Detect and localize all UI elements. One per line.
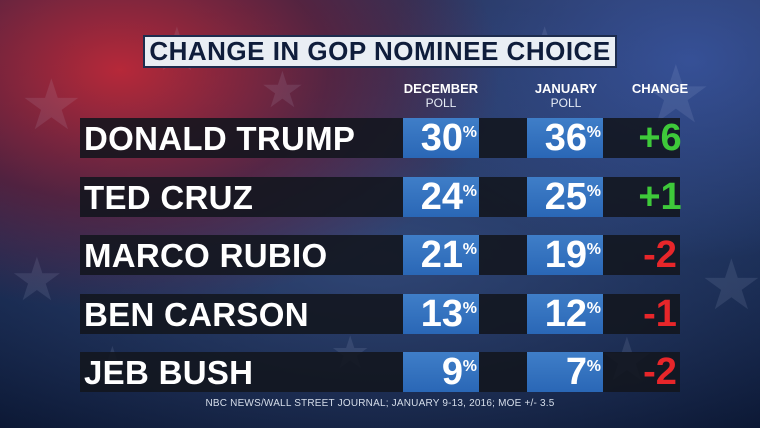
december-poll-value: 30% bbox=[403, 118, 479, 158]
december-poll-number: 21 bbox=[420, 234, 463, 276]
december-poll-number: 24 bbox=[420, 176, 463, 218]
candidate-name: JEB BUSH bbox=[84, 354, 254, 391]
december-poll-value: 24% bbox=[403, 177, 479, 217]
column-header-change: CHANGE bbox=[620, 82, 700, 96]
percent-sign: % bbox=[462, 241, 477, 258]
january-poll-value: 19% bbox=[527, 235, 603, 275]
december-poll-value: 21% bbox=[403, 235, 479, 275]
percent-sign: % bbox=[586, 358, 601, 375]
percent-sign: % bbox=[462, 358, 477, 375]
title-box: CHANGE IN GOP NOMINEE CHOICE bbox=[143, 35, 617, 68]
percent-sign: % bbox=[586, 124, 601, 141]
december-poll-number: 13 bbox=[420, 293, 463, 335]
january-poll-number: 25 bbox=[544, 176, 587, 218]
change-value: +6 bbox=[638, 117, 682, 159]
january-poll-value: 25% bbox=[527, 177, 603, 217]
candidate-name: TED CRUZ bbox=[84, 179, 254, 216]
source-footer: NBC NEWS/WALL STREET JOURNAL; JANUARY 9-… bbox=[205, 398, 555, 409]
change-value: -2 bbox=[643, 234, 677, 276]
table-row: JEB BUSH 9% 7% -2 bbox=[0, 352, 760, 392]
change-value: -2 bbox=[643, 351, 677, 393]
star-icon: ★ bbox=[700, 244, 760, 326]
table-row: DONALD TRUMP 30% 36% +6 bbox=[0, 118, 760, 158]
december-poll-value: 13% bbox=[403, 294, 479, 334]
january-poll-value: 36% bbox=[527, 118, 603, 158]
december-poll-number: 9 bbox=[441, 351, 463, 393]
percent-sign: % bbox=[586, 241, 601, 258]
star-icon: ★ bbox=[260, 61, 305, 119]
percent-sign: % bbox=[586, 183, 601, 200]
january-poll-value: 7% bbox=[527, 352, 603, 392]
change-value: -1 bbox=[643, 293, 677, 335]
column-header-december: DECEMBER POLL bbox=[398, 81, 484, 111]
column-header-change-label: CHANGE bbox=[631, 81, 689, 96]
star-icon: ★ bbox=[20, 64, 83, 146]
january-poll-number: 7 bbox=[565, 351, 587, 393]
january-poll-value: 12% bbox=[527, 294, 603, 334]
chart-title: CHANGE IN GOP NOMINEE CHOICE bbox=[149, 36, 611, 66]
column-header-january-label: JANUARY bbox=[534, 81, 598, 96]
table-row: MARCO RUBIO 21% 19% -2 bbox=[0, 235, 760, 275]
change-value: +1 bbox=[638, 176, 682, 218]
star-icon: ★ bbox=[10, 245, 64, 315]
december-poll-value: 9% bbox=[403, 352, 479, 392]
candidate-name: MARCO RUBIO bbox=[84, 237, 328, 274]
candidate-name: BEN CARSON bbox=[84, 296, 309, 333]
january-poll-number: 19 bbox=[544, 234, 587, 276]
january-poll-number: 36 bbox=[544, 117, 587, 159]
december-poll-number: 30 bbox=[420, 117, 463, 159]
table-row: BEN CARSON 13% 12% -1 bbox=[0, 294, 760, 334]
column-header-january-sub: POLL bbox=[550, 96, 582, 110]
percent-sign: % bbox=[462, 300, 477, 317]
column-header-december-label: DECEMBER bbox=[403, 81, 479, 96]
table-row: TED CRUZ 24% 25% +1 bbox=[0, 177, 760, 217]
percent-sign: % bbox=[462, 124, 477, 141]
candidate-name: DONALD TRUMP bbox=[84, 120, 356, 157]
column-header-december-sub: POLL bbox=[425, 96, 457, 110]
column-header-january: JANUARY POLL bbox=[526, 81, 606, 111]
percent-sign: % bbox=[586, 300, 601, 317]
percent-sign: % bbox=[462, 183, 477, 200]
january-poll-number: 12 bbox=[544, 293, 587, 335]
